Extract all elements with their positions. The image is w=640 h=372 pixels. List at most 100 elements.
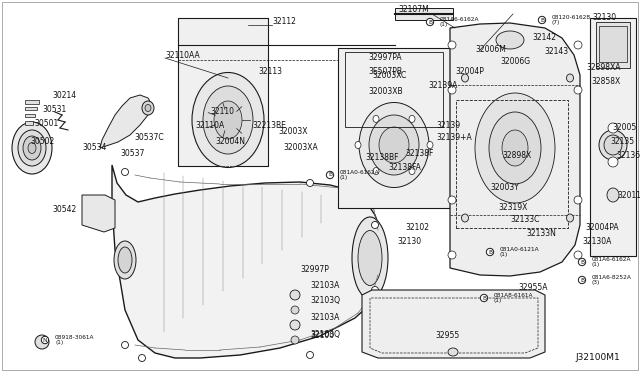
Ellipse shape <box>122 169 129 176</box>
Polygon shape <box>596 22 630 68</box>
Text: 32139+A: 32139+A <box>436 134 472 142</box>
Text: 32130: 32130 <box>397 237 421 247</box>
Text: 32139A: 32139A <box>428 81 458 90</box>
Ellipse shape <box>448 86 456 94</box>
Text: J32100M1: J32100M1 <box>575 353 620 362</box>
Ellipse shape <box>28 142 36 154</box>
Ellipse shape <box>574 86 582 94</box>
Text: 32110: 32110 <box>210 108 234 116</box>
Text: 32858X: 32858X <box>591 77 620 87</box>
Ellipse shape <box>291 306 299 314</box>
Ellipse shape <box>138 355 145 362</box>
Text: 32003Y: 32003Y <box>490 183 519 192</box>
Text: 32103A: 32103A <box>310 314 339 323</box>
Text: 32138BF: 32138BF <box>365 154 399 163</box>
Text: 3E507PB: 3E507PB <box>368 67 402 77</box>
Text: 32003X: 32003X <box>278 128 307 137</box>
Text: 32955A: 32955A <box>518 283 547 292</box>
Text: 32006G: 32006G <box>500 58 530 67</box>
Bar <box>338 48 450 208</box>
Text: 32138F: 32138F <box>405 150 433 158</box>
Ellipse shape <box>23 136 41 160</box>
Text: 30537C: 30537C <box>134 134 164 142</box>
Text: B: B <box>540 17 544 22</box>
Ellipse shape <box>142 101 154 115</box>
Polygon shape <box>112 165 385 358</box>
Bar <box>178 18 268 166</box>
Ellipse shape <box>373 167 379 174</box>
Text: 32133C: 32133C <box>510 215 540 224</box>
Text: 32103Q: 32103Q <box>310 330 340 339</box>
Text: 32103A: 32103A <box>310 280 339 289</box>
Text: 081A0-6162A
(1): 081A0-6162A (1) <box>340 170 380 180</box>
Bar <box>395 8 453 20</box>
Ellipse shape <box>118 247 132 273</box>
Ellipse shape <box>607 188 619 202</box>
Bar <box>345 52 443 127</box>
Ellipse shape <box>448 41 456 49</box>
Text: 08918-3061A
(1): 08918-3061A (1) <box>55 334 95 345</box>
Ellipse shape <box>307 180 314 186</box>
Text: 32142: 32142 <box>532 33 556 42</box>
Text: 32003XA: 32003XA <box>283 144 317 153</box>
Ellipse shape <box>604 135 622 155</box>
Text: 081A6-6162A
(1): 081A6-6162A (1) <box>592 257 632 267</box>
Ellipse shape <box>448 348 458 356</box>
Text: 32005: 32005 <box>612 124 636 132</box>
Text: 30214: 30214 <box>52 90 76 99</box>
Bar <box>456 100 568 228</box>
Text: 32139: 32139 <box>436 122 460 131</box>
Text: 32133N: 32133N <box>526 230 556 238</box>
Text: 32107M: 32107M <box>398 6 429 15</box>
Text: N: N <box>43 337 47 343</box>
Ellipse shape <box>379 127 409 163</box>
Text: B: B <box>482 295 486 301</box>
Bar <box>178 18 268 166</box>
Ellipse shape <box>35 335 49 349</box>
Ellipse shape <box>489 112 541 184</box>
Text: 081A6-6162A
(1): 081A6-6162A (1) <box>440 17 479 28</box>
Text: B: B <box>428 19 432 25</box>
Text: 32112: 32112 <box>272 17 296 26</box>
Text: 081A6-8252A
(3): 081A6-8252A (3) <box>592 275 632 285</box>
Ellipse shape <box>352 217 388 299</box>
Ellipse shape <box>502 130 528 166</box>
Ellipse shape <box>448 196 456 204</box>
Text: 32103Q: 32103Q <box>310 295 340 305</box>
Ellipse shape <box>192 73 264 167</box>
Text: 081A0-6121A
(1): 081A0-6121A (1) <box>500 247 540 257</box>
Text: 32011: 32011 <box>617 190 640 199</box>
Ellipse shape <box>427 141 433 148</box>
Text: 32213BE: 32213BE <box>252 122 286 131</box>
Ellipse shape <box>214 101 242 139</box>
Text: 32110A: 32110A <box>195 122 224 131</box>
Polygon shape <box>82 195 115 232</box>
Text: 32143: 32143 <box>544 48 568 57</box>
Bar <box>25 121 33 125</box>
Text: 32006M: 32006M <box>475 45 506 55</box>
Text: 32003XC: 32003XC <box>372 71 406 80</box>
Text: 08120-61628
(7): 08120-61628 (7) <box>552 15 591 25</box>
Text: B: B <box>580 260 584 264</box>
Text: 32004N: 32004N <box>215 138 245 147</box>
Text: 32138FA: 32138FA <box>388 164 421 173</box>
Text: B: B <box>328 173 332 177</box>
Ellipse shape <box>145 105 151 112</box>
Text: 32319X: 32319X <box>498 203 527 212</box>
Ellipse shape <box>358 231 382 285</box>
Text: 32997PA: 32997PA <box>368 54 402 62</box>
Ellipse shape <box>371 221 378 228</box>
Text: B: B <box>488 250 492 254</box>
Text: 32130A: 32130A <box>582 237 611 247</box>
Ellipse shape <box>18 130 46 166</box>
Text: 32955: 32955 <box>435 330 460 340</box>
Text: 30502: 30502 <box>30 138 54 147</box>
Text: 32136: 32136 <box>616 151 640 160</box>
Bar <box>25 107 37 110</box>
Ellipse shape <box>307 352 314 359</box>
Bar <box>599 26 627 62</box>
Text: 32004PA: 32004PA <box>585 224 619 232</box>
Ellipse shape <box>574 251 582 259</box>
Text: 32130: 32130 <box>592 13 616 22</box>
Text: 32898X: 32898X <box>502 151 531 160</box>
